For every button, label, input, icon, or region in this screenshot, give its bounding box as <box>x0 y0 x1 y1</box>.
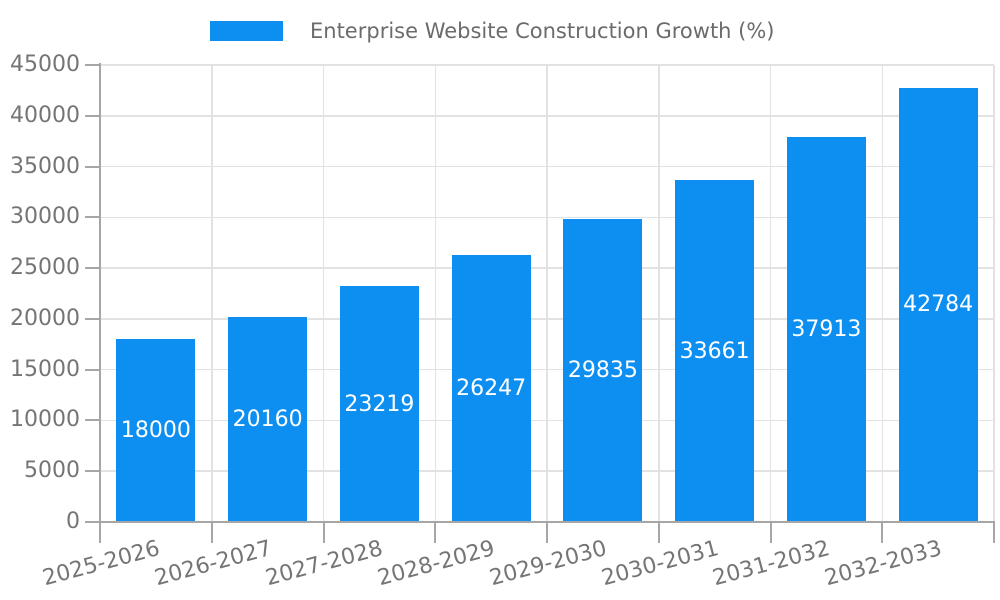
plot-area: 18000 20160 23219 26247 29835 33661 37913 42784 <box>100 64 995 522</box>
y-axis-tick <box>85 267 100 270</box>
x-axis-tick <box>881 523 884 543</box>
y-axis-label: 20000 <box>10 305 80 331</box>
bar[interactable]: 33661 <box>675 180 755 522</box>
bar-value-label: 23219 <box>344 391 415 417</box>
x-axis-label: 2029-2030 <box>487 536 610 592</box>
bar[interactable]: 23219 <box>339 286 419 522</box>
bar[interactable]: 37913 <box>786 136 866 522</box>
y-axis-label: 35000 <box>10 153 80 179</box>
x-axis-label: 2030-2031 <box>598 536 722 592</box>
y-axis-tick <box>85 368 100 371</box>
bar[interactable]: 26247 <box>451 255 531 522</box>
v-gridline <box>322 65 325 522</box>
v-gridline <box>211 65 213 522</box>
v-gridline <box>546 65 548 522</box>
x-axis-label: 2026-2027 <box>151 536 275 592</box>
x-axis-tick <box>322 523 325 543</box>
bar[interactable]: 29835 <box>563 219 643 522</box>
y-axis-label: 5000 <box>24 458 80 484</box>
y-axis-label: 30000 <box>10 204 80 230</box>
x-axis-tick <box>546 523 548 543</box>
bar-value-label: 33661 <box>679 338 750 364</box>
y-axis-label: 15000 <box>10 356 80 382</box>
v-gridline <box>881 65 883 522</box>
y-axis-tick <box>85 317 100 320</box>
x-axis-tick <box>99 523 101 543</box>
v-gridline <box>434 65 436 522</box>
bar-value-label: 37913 <box>791 316 862 342</box>
v-gridline <box>993 65 995 522</box>
bar-value-label: 18000 <box>120 418 191 444</box>
bar[interactable]: 42784 <box>898 87 978 522</box>
x-axis-label: 2031-2032 <box>710 536 833 592</box>
y-axis-tick <box>85 521 100 523</box>
y-axis-tick <box>85 165 100 168</box>
y-axis-tick <box>85 419 100 422</box>
y-axis-label: 45000 <box>10 52 80 77</box>
bar-value-label: 20160 <box>232 407 303 433</box>
bar-value-label: 42784 <box>903 292 974 318</box>
y-axis-label: 40000 <box>10 102 80 128</box>
bar[interactable]: 18000 <box>116 339 196 522</box>
x-axis-label: 2025-2026 <box>40 536 163 592</box>
y-axis-label: 10000 <box>10 407 80 433</box>
x-axis-tick <box>210 523 213 543</box>
y-axis-label: 0 <box>66 509 80 534</box>
x-axis-line <box>99 521 995 523</box>
bar-value-label: 29835 <box>567 358 638 383</box>
legend-label: Enterprise Website Construction Growth (… <box>310 19 775 43</box>
y-axis-label: 25000 <box>10 255 80 281</box>
x-axis-tick <box>769 523 772 543</box>
x-axis-label: 2027-2028 <box>263 536 386 592</box>
bar[interactable]: 20160 <box>228 317 308 522</box>
y-axis-tick <box>85 470 100 473</box>
y-axis-tick <box>85 64 100 66</box>
x-axis-label: 2032-2033 <box>822 536 945 592</box>
x-axis-tick <box>993 523 995 543</box>
v-gridline <box>658 65 660 522</box>
x-axis-tick <box>434 523 437 543</box>
v-gridline <box>769 65 772 522</box>
x-axis-label: 2028-2029 <box>375 536 498 592</box>
bar-value-label: 26247 <box>456 376 527 402</box>
y-axis-tick <box>85 114 100 117</box>
legend-item[interactable]: Enterprise Website Construction Growth (… <box>210 19 775 43</box>
y-axis-line <box>99 63 101 524</box>
x-axis-tick <box>657 523 660 543</box>
legend-swatch-icon <box>210 21 283 41</box>
y-axis-tick <box>85 216 100 219</box>
